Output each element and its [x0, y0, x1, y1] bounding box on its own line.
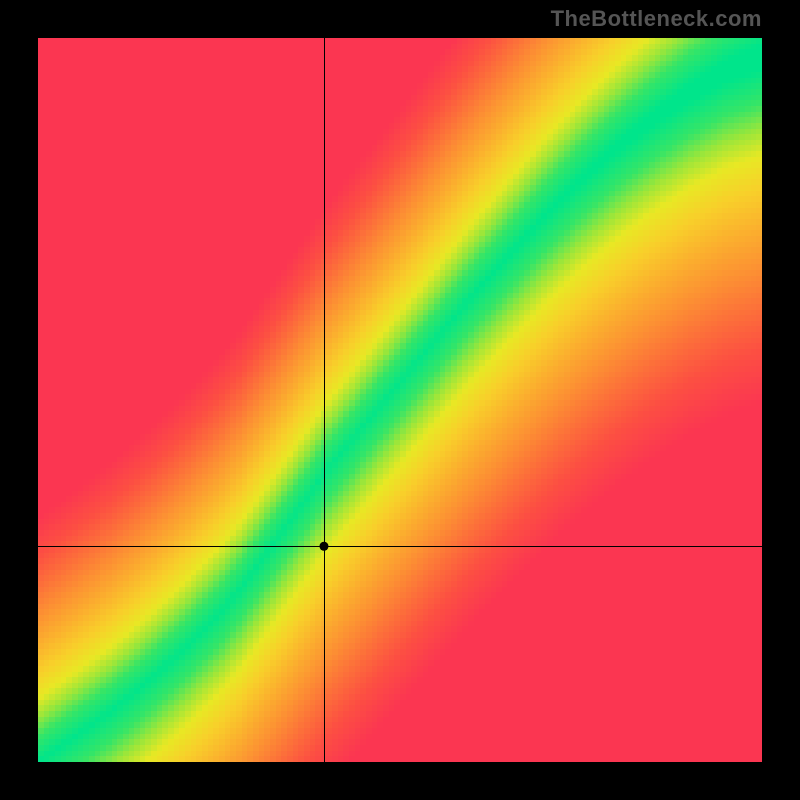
- bottleneck-heatmap: [38, 38, 762, 762]
- watermark-text: TheBottleneck.com: [551, 6, 762, 32]
